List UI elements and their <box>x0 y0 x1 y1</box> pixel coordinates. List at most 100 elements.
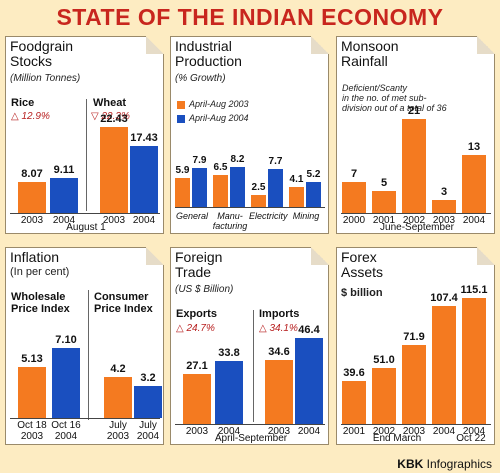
category-label: 2001 <box>342 426 366 437</box>
bar <box>50 178 78 213</box>
bar <box>432 200 456 213</box>
wholesale-label: Wholesale Price Index <box>11 291 70 315</box>
bar <box>18 367 46 418</box>
foodgrain-panel: Foodgrain Stocks (Million Tonnes) Rice △… <box>5 36 164 234</box>
up-triangle-icon: △ <box>11 111 19 122</box>
value-label: 2.5 <box>251 182 266 193</box>
industrial-title: Industrial Production <box>175 39 242 69</box>
value-label: 34.6 <box>268 346 290 358</box>
value-label: 33.8 <box>218 347 240 359</box>
trade-panel: Foreign Trade (US $ Billion) Exports △ 2… <box>170 247 329 445</box>
value-label: 39.6 <box>343 367 365 379</box>
category-label: 2003 <box>402 426 426 437</box>
category-label: 2004 <box>462 426 486 437</box>
category-label: 2004 <box>462 215 486 226</box>
group-divider <box>253 310 254 422</box>
group-divider <box>88 290 89 420</box>
exports-change-value: 24.7% <box>186 323 215 334</box>
up-triangle-icon: △ <box>259 323 267 334</box>
category-label: July <box>109 420 127 431</box>
bar <box>268 169 283 207</box>
value-label: 8.07 <box>21 168 43 180</box>
value-label: 7 <box>350 168 358 180</box>
bar <box>175 178 190 207</box>
bar <box>462 155 486 213</box>
baseline <box>10 418 160 419</box>
up-triangle-icon: △ <box>176 323 184 334</box>
category-label-line2: 2004 <box>54 431 78 442</box>
bar <box>372 191 396 213</box>
bar <box>432 306 456 424</box>
consumer-label-line1: Consumer <box>94 291 149 303</box>
imports-change-value: 34.1% <box>269 323 298 334</box>
value-label: 71.9 <box>403 331 425 343</box>
category-label-line2: 2004 <box>136 431 160 442</box>
legend-swatch-blue <box>177 114 185 123</box>
foodgrain-footer: August 1 <box>66 222 106 233</box>
category-label: General <box>175 211 209 221</box>
trade-footer: April-September <box>214 433 288 444</box>
forex-title-line1: Forex <box>341 249 377 265</box>
category-label: 2003 <box>432 215 456 226</box>
value-label: 5 <box>380 177 388 189</box>
monsoon-footer: June-September <box>380 222 454 233</box>
category-label: 2004 <box>432 426 456 437</box>
exports-label: Exports <box>176 308 217 320</box>
category-label: Oct 16 <box>51 420 81 431</box>
trade-subtitle: (US $ Billion) <box>175 284 234 295</box>
value-label: 27.1 <box>186 360 208 372</box>
value-label: 4.2 <box>110 363 126 375</box>
rice-label: Rice <box>11 97 35 109</box>
legend-2004-label: April-Aug 2004 <box>189 113 249 123</box>
value-label: 22.43 <box>100 113 128 125</box>
forex-panel: Forex Assets $ billion 39.6 2001 51.0 2002 7… <box>336 247 495 445</box>
monsoon-title: Monsoon Rainfall <box>341 39 399 69</box>
bar <box>52 348 80 418</box>
baseline <box>341 213 491 214</box>
bar <box>342 381 366 424</box>
bar <box>213 175 228 207</box>
baseline <box>175 424 325 425</box>
trade-title-line1: Foreign <box>175 249 223 265</box>
category-label-line2: facturing <box>212 221 248 231</box>
bar <box>104 377 132 418</box>
imports-label: Imports <box>259 308 300 320</box>
credit: KBK Infographics <box>397 457 492 471</box>
bar <box>251 195 266 207</box>
bar <box>306 182 321 207</box>
trade-title: Foreign Trade <box>175 250 222 280</box>
monsoon-note: Deficient/Scanty in the no. of met sub- … <box>342 83 447 113</box>
industrial-title-line2: Production <box>175 53 242 69</box>
monsoon-title-line1: Monsoon <box>341 38 399 54</box>
category-label: Electricity <box>249 211 288 221</box>
bar <box>342 182 366 213</box>
value-label: 8.2 <box>230 154 245 165</box>
category-label: 2004 <box>52 215 76 226</box>
wholesale-label-line2: Price Index <box>11 303 70 315</box>
value-label: 4.1 <box>289 174 304 185</box>
category-label: 2004 <box>297 426 321 437</box>
category-label: 2002 <box>402 215 426 226</box>
baseline <box>10 213 160 214</box>
category-label-line2: 2003 <box>20 431 44 442</box>
industrial-subtitle: (% Growth) <box>175 73 226 84</box>
bar <box>295 338 323 424</box>
bar <box>372 368 396 424</box>
monsoon-note-line2: in the no. of met sub- <box>342 93 427 103</box>
value-label: 3.2 <box>140 372 156 384</box>
value-label: 115.1 <box>460 284 488 296</box>
category-label-line2: 2003 <box>106 431 130 442</box>
category-label: 2002 <box>372 426 396 437</box>
bar <box>134 386 162 418</box>
category-label: 2000 <box>342 215 366 226</box>
category-label: Manu- <box>217 211 243 221</box>
industrial-panel: Industrial Production (% Growth) April-A… <box>170 36 329 234</box>
category-label: Oct 18 <box>17 420 47 431</box>
category-label: Mining <box>292 211 320 221</box>
legend-swatch-orange <box>177 100 185 109</box>
credit-brand: KBK <box>397 457 424 471</box>
wholesale-label-line1: Wholesale <box>11 291 66 303</box>
inflation-title: Inflation <box>10 249 60 265</box>
group-divider <box>86 99 87 211</box>
forex-title: Forex Assets <box>341 250 383 280</box>
